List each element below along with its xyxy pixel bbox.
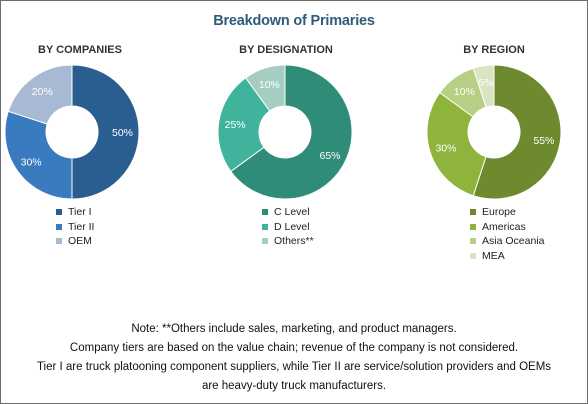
legend-item: MEA xyxy=(470,249,544,264)
legend-item: Europe xyxy=(470,205,544,220)
legend-label: Europe xyxy=(482,206,516,219)
legend-label: OEM xyxy=(68,235,92,248)
legend-swatch xyxy=(262,209,268,216)
footnote: Note: **Others include sales, marketing,… xyxy=(0,320,588,396)
legend-swatch xyxy=(470,223,476,230)
legend-label: Tier II xyxy=(68,220,95,233)
legend-swatch xyxy=(56,223,62,230)
slice-label: 10% xyxy=(259,79,280,91)
donut-slice-tier-ii xyxy=(4,110,73,200)
legend-swatch xyxy=(470,238,476,245)
legend-companies: Tier I Tier II OEM xyxy=(56,205,94,249)
legend-item: D Level xyxy=(262,220,314,235)
footnote-line: Note: **Others include sales, marketing,… xyxy=(131,323,457,335)
legend-region: Europe Americas Asia Oceania MEA xyxy=(470,205,544,263)
legend-swatch xyxy=(470,252,476,259)
legend-item: Tier II xyxy=(56,220,94,235)
legend-swatch xyxy=(56,209,62,216)
footnote-line: are heavy-duty truck manufacturers. xyxy=(201,380,387,392)
legend-item: OEM xyxy=(56,234,94,249)
slice-label: 25% xyxy=(225,119,246,131)
chart-title-companies: BY COMPANIES xyxy=(38,44,122,56)
legend-label: Americas xyxy=(482,220,526,233)
legend-label: Asia Oceania xyxy=(482,235,545,248)
slice-label: 5% xyxy=(479,77,494,89)
slice-label: 30% xyxy=(435,143,456,155)
legend-label: MEA xyxy=(482,249,505,262)
legend-designation: C Level D Level Others** xyxy=(262,205,314,249)
slice-label: 30% xyxy=(21,157,42,169)
legend-item: C Level xyxy=(262,205,314,220)
legend-label: Tier I xyxy=(68,206,92,219)
donut-slice-others xyxy=(244,64,286,112)
donut-slice-europe xyxy=(472,64,562,200)
legend-item: Asia Oceania xyxy=(470,234,544,249)
legend-label: Others** xyxy=(274,235,314,248)
donut-slice-americas xyxy=(426,91,487,197)
donut-slice-c-level xyxy=(230,64,353,200)
footnote-line: Company tiers are based on the value cha… xyxy=(69,342,519,354)
slice-label: 20% xyxy=(32,86,53,98)
slice-label: 65% xyxy=(319,150,340,162)
donut-slice-d-level xyxy=(217,77,271,173)
main-title: Breakdown of Primaries xyxy=(213,13,375,29)
donut-slice-oem xyxy=(7,64,73,125)
legend-item: Tier I xyxy=(56,205,94,220)
legend-swatch xyxy=(56,238,62,245)
slice-label: 10% xyxy=(454,86,475,98)
legend-item: Others** xyxy=(262,234,314,249)
legend-label: C Level xyxy=(274,206,310,219)
slice-label: 50% xyxy=(112,127,133,139)
donut-slice-mea xyxy=(472,64,495,108)
footnote-line: Tier I are truck platooning component su… xyxy=(36,361,552,373)
donut-slice-tier-i xyxy=(71,64,140,200)
legend-swatch xyxy=(470,209,476,216)
chart-title-region: BY REGION xyxy=(463,44,525,56)
slice-label: 55% xyxy=(533,135,554,147)
legend-item: Americas xyxy=(470,220,544,235)
legend-swatch xyxy=(262,238,268,245)
chart-title-designation: BY DESIGNATION xyxy=(239,44,333,56)
legend-label: D Level xyxy=(274,220,310,233)
legend-swatch xyxy=(262,223,268,230)
